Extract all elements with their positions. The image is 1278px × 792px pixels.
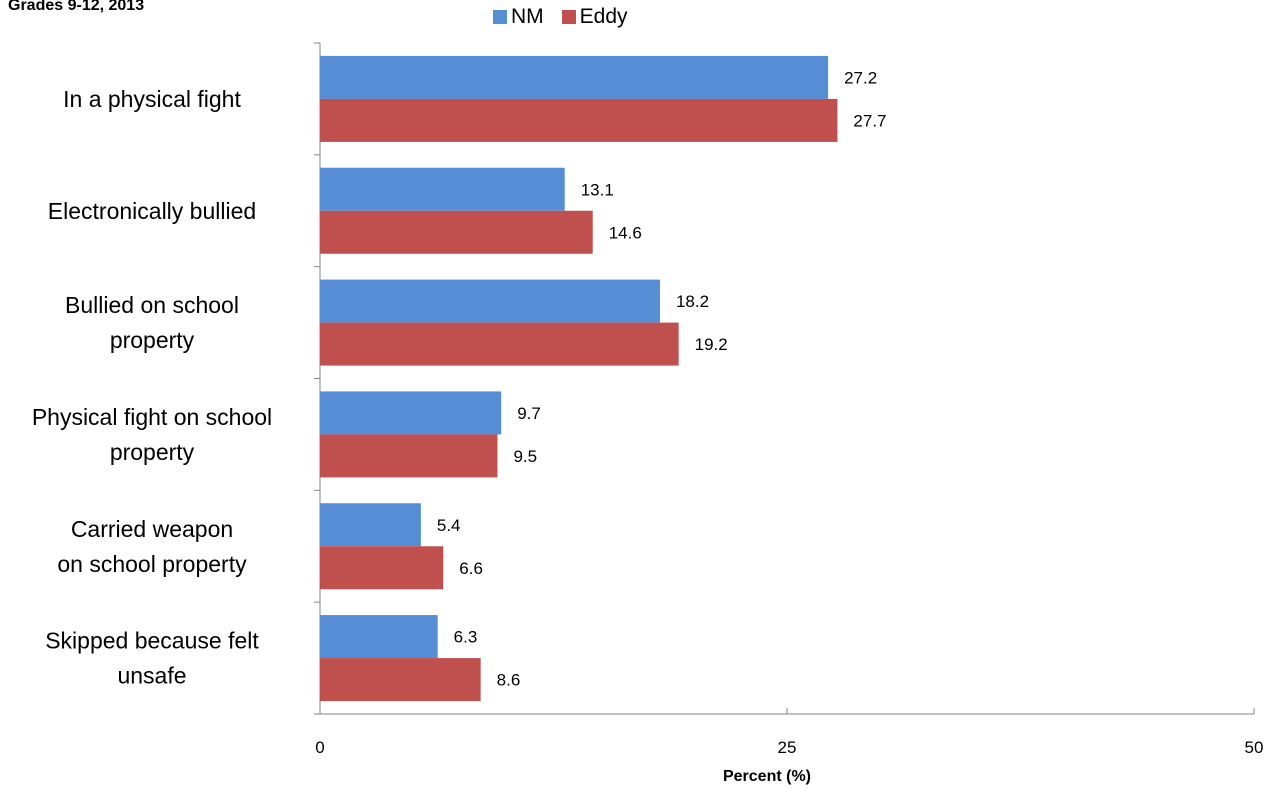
value-label-nm: 27.2 — [844, 68, 877, 87]
value-label-nm: 9.7 — [517, 404, 541, 423]
chart-subtitle: Grades 9-12, 2013 — [8, 0, 145, 14]
bar-nm-3 — [320, 279, 660, 323]
x-tick-label: 50 — [1245, 738, 1264, 757]
bar-nm-2 — [320, 167, 565, 211]
chart-labels: 27.2 27.7 In a physical fight 13.1 14.6 Elect… — [32, 68, 887, 689]
value-label-eddy: 9.5 — [513, 447, 537, 466]
bar-eddy-2 — [320, 210, 593, 254]
legend-swatch-eddy — [561, 10, 576, 24]
category-label: Electronically bullied — [48, 198, 256, 224]
category-label: Bullied on school property — [65, 292, 239, 353]
legend-label-eddy: Eddy — [579, 5, 628, 28]
legend-item-eddy: Eddy — [561, 5, 628, 29]
value-label-nm: 5.4 — [437, 516, 461, 535]
value-label-nm: 6.3 — [454, 628, 478, 647]
category-label: Physical fight on school property — [32, 404, 272, 465]
value-label-eddy: 14.6 — [609, 223, 642, 242]
bar-nm-1 — [320, 55, 829, 99]
bar-eddy-3 — [320, 322, 679, 366]
value-label-eddy: 19.2 — [695, 335, 728, 354]
x-tick-label: 0 — [315, 738, 324, 757]
chart-bars — [320, 55, 838, 702]
bar-eddy-1 — [320, 98, 838, 142]
value-label-nm: 18.2 — [676, 292, 709, 311]
value-label-eddy: 8.6 — [497, 671, 521, 690]
x-axis-title: Percent (%) — [723, 768, 811, 785]
legend-item-nm: NM — [493, 5, 544, 29]
x-tick-label: 25 — [778, 738, 797, 757]
legend-label-nm: NM — [511, 5, 544, 28]
value-label-eddy: 6.6 — [459, 559, 483, 578]
value-label-nm: 13.1 — [581, 180, 614, 199]
category-label: In a physical fight — [63, 86, 241, 112]
bar-nm-4 — [320, 391, 502, 435]
legend-swatch-nm — [493, 10, 507, 24]
chart-axes: 0 25 50 — [314, 42, 1264, 757]
value-label-eddy: 27.7 — [853, 111, 886, 130]
bar-eddy-6 — [320, 658, 481, 702]
category-label: Skipped because felt unsafe — [45, 628, 259, 689]
chart-legend: NM Eddy — [493, 5, 628, 29]
bar-nm-5 — [320, 503, 421, 547]
bar-eddy-4 — [320, 434, 498, 478]
category-label: Carried weapon on school property — [57, 516, 247, 577]
bar-nm-6 — [320, 615, 438, 659]
bar-eddy-5 — [320, 546, 444, 590]
